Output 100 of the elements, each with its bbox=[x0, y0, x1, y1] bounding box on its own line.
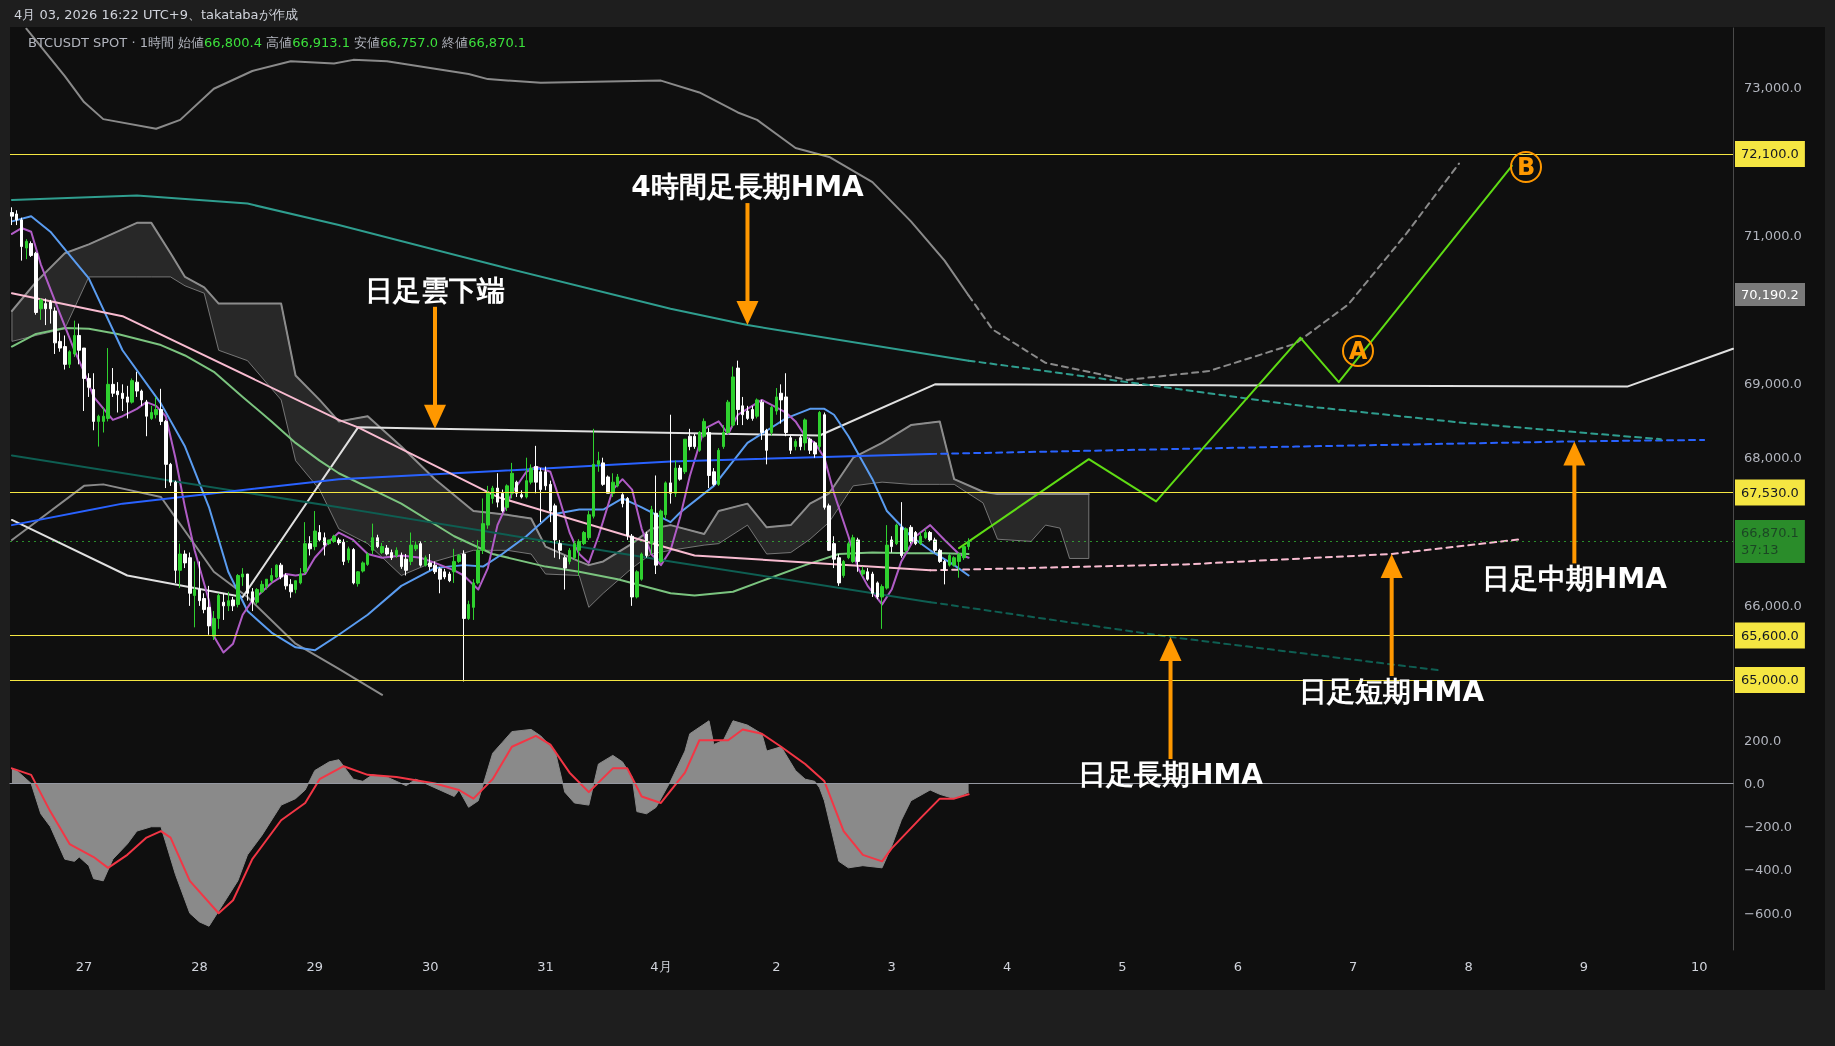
candlestick bbox=[851, 534, 855, 564]
candlestick bbox=[900, 501, 903, 559]
candlestick bbox=[154, 396, 158, 419]
candlestick bbox=[371, 523, 374, 555]
candlestick bbox=[251, 587, 254, 612]
candlestick bbox=[227, 591, 230, 612]
x-tick-label: 27 bbox=[75, 959, 93, 974]
candlestick bbox=[919, 532, 922, 546]
candlestick bbox=[318, 524, 321, 542]
y-tick-label: −400.0 bbox=[1744, 862, 1793, 878]
candlestick bbox=[10, 206, 14, 226]
annotation: 日足雲下端 bbox=[364, 273, 505, 307]
x-tick-label: 2 bbox=[772, 959, 781, 974]
x-tick-label: 29 bbox=[306, 959, 324, 974]
candlestick bbox=[231, 596, 235, 612]
x-tick-label: 7 bbox=[1349, 959, 1358, 974]
text: 70,190.2 bbox=[1735, 283, 1805, 307]
y-tick-label: 200.0 bbox=[1744, 732, 1782, 748]
candlestick bbox=[558, 539, 562, 560]
candlestick bbox=[563, 555, 567, 591]
candlestick bbox=[174, 480, 177, 584]
candlestick bbox=[890, 535, 893, 554]
candlestick bbox=[419, 540, 422, 568]
line-series bbox=[10, 483, 384, 696]
annotation: 日足短期HMA bbox=[1299, 675, 1485, 708]
candlestick bbox=[645, 531, 648, 559]
candlestick bbox=[866, 567, 869, 582]
ref-line-label: 66,870.1 37:13 bbox=[1741, 525, 1799, 558]
candlestick bbox=[501, 489, 504, 514]
ref-line-label: 67,530.0 bbox=[1741, 485, 1799, 501]
x-tick-label: 10 bbox=[1691, 959, 1708, 974]
candlestick bbox=[818, 410, 821, 451]
candlestick bbox=[751, 405, 754, 422]
candlestick bbox=[678, 464, 682, 482]
candlestick bbox=[674, 460, 677, 498]
candlestick bbox=[448, 571, 451, 583]
annotation: 日足中期HMA bbox=[1481, 562, 1667, 596]
candlestick bbox=[130, 377, 134, 405]
candlestick bbox=[775, 387, 778, 416]
candlestick bbox=[222, 592, 225, 621]
candlestick bbox=[303, 521, 307, 575]
y-tick-label: 69,000.0 bbox=[1744, 376, 1802, 392]
candlestick bbox=[895, 523, 898, 546]
candlestick bbox=[568, 547, 571, 565]
x-tick-label: 4月 bbox=[650, 959, 672, 974]
candlestick bbox=[39, 297, 43, 321]
candlestick bbox=[856, 537, 860, 573]
x-tick-label: 6 bbox=[1233, 959, 1242, 974]
candlestick bbox=[654, 474, 658, 575]
candlestick bbox=[650, 505, 653, 555]
annotation: 4時間足長期HMA bbox=[631, 170, 864, 204]
x-tick-label: 30 bbox=[421, 959, 439, 974]
candlestick bbox=[904, 526, 908, 554]
candlestick bbox=[347, 546, 350, 564]
candlestick bbox=[467, 600, 470, 621]
candlestick bbox=[73, 320, 76, 358]
y-tick-label: 68,000.0 bbox=[1744, 450, 1802, 466]
candlestick bbox=[395, 546, 398, 559]
x-tick-label: 9 bbox=[1579, 959, 1589, 974]
ref-line-label: 65,000.0 bbox=[1741, 672, 1799, 688]
chart-title: 4月 03, 2026 16:22 UTC+9、takatabaが作成 bbox=[14, 6, 298, 24]
candlestick bbox=[385, 544, 389, 556]
candlestick bbox=[323, 532, 326, 556]
x-tick-label: 8 bbox=[1464, 959, 1473, 974]
candlestick bbox=[746, 405, 749, 421]
candlestick bbox=[515, 480, 518, 498]
candlestick bbox=[688, 428, 692, 451]
candlestick bbox=[44, 297, 47, 326]
y-tick-label: −200.0 bbox=[1744, 819, 1793, 835]
candlestick bbox=[621, 492, 624, 508]
candlestick bbox=[270, 567, 273, 584]
candlestick bbox=[380, 542, 384, 555]
y-tick-label: 73,000.0 bbox=[1744, 79, 1802, 95]
candlestick bbox=[755, 397, 759, 419]
candlestick bbox=[626, 496, 629, 541]
candlestick bbox=[352, 547, 355, 585]
ref-line-label: 72,100.0 bbox=[1741, 146, 1799, 162]
candlestick bbox=[861, 566, 865, 577]
y-tick-label: 71,000.0 bbox=[1744, 227, 1802, 243]
x-tick-label: 28 bbox=[191, 959, 208, 974]
candlestick bbox=[876, 580, 879, 600]
x-tick-label: 31 bbox=[537, 959, 554, 974]
candlestick bbox=[20, 217, 23, 262]
annotation: 日足長期HMA bbox=[1078, 757, 1263, 791]
candlestick bbox=[193, 560, 196, 628]
candlestick bbox=[145, 399, 148, 437]
y-tick-label: −600.0 bbox=[1744, 905, 1793, 921]
candlestick bbox=[597, 451, 600, 473]
annotation: B bbox=[1510, 151, 1543, 184]
candlestick bbox=[49, 299, 52, 325]
candlestick bbox=[611, 472, 615, 498]
x-tick-label: 4 bbox=[1002, 959, 1012, 974]
candlestick bbox=[308, 535, 312, 556]
candlestick bbox=[496, 472, 499, 508]
candlestick bbox=[25, 238, 28, 260]
candlestick bbox=[246, 573, 249, 602]
candlestick bbox=[717, 447, 720, 487]
x-tick-label: 3 bbox=[887, 959, 896, 974]
candlestick bbox=[794, 438, 797, 451]
y-tick-label: 66,000.0 bbox=[1744, 598, 1802, 614]
